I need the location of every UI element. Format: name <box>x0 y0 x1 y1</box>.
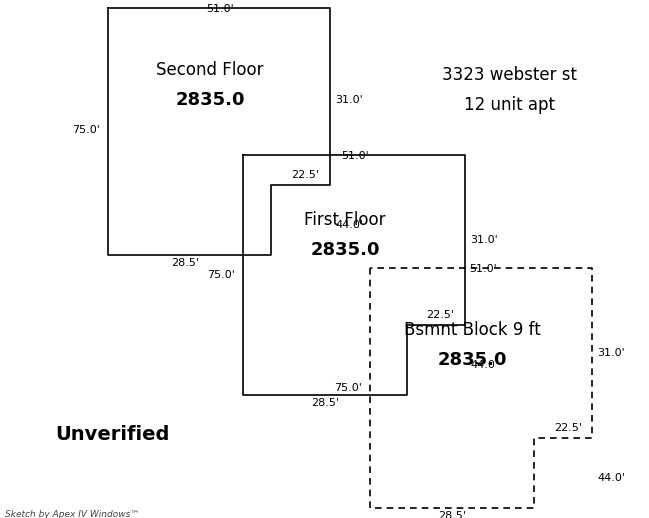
Text: 51.0': 51.0' <box>206 4 234 14</box>
Text: 75.0': 75.0' <box>207 270 235 280</box>
Text: 28.5': 28.5' <box>311 398 339 408</box>
Text: Bsmnt Block 9 ft: Bsmnt Block 9 ft <box>404 321 541 339</box>
Text: 51.0': 51.0' <box>469 264 497 274</box>
Text: 75.0': 75.0' <box>334 383 362 393</box>
Text: First Floor: First Floor <box>304 211 386 229</box>
Text: 2835.0: 2835.0 <box>175 91 245 109</box>
Text: 75.0': 75.0' <box>72 125 100 135</box>
Text: 28.5': 28.5' <box>438 511 466 518</box>
Text: 22.5': 22.5' <box>291 170 319 180</box>
Text: 31.0': 31.0' <box>470 235 498 245</box>
Text: Unverified: Unverified <box>55 425 169 444</box>
Text: 44.0': 44.0' <box>470 360 498 370</box>
Text: 44.0': 44.0' <box>335 220 363 230</box>
Text: 22.5': 22.5' <box>554 423 582 433</box>
Text: Sketch by Apex IV Windows™: Sketch by Apex IV Windows™ <box>5 510 140 518</box>
Text: 22.5': 22.5' <box>426 310 454 320</box>
Text: 44.0': 44.0' <box>597 473 625 483</box>
Text: 28.5': 28.5' <box>171 258 199 268</box>
Text: 3323 webster st
12 unit apt: 3323 webster st 12 unit apt <box>443 66 578 113</box>
Text: 31.0': 31.0' <box>597 348 625 358</box>
Text: 2835.0: 2835.0 <box>310 241 380 259</box>
Text: 31.0': 31.0' <box>335 95 363 105</box>
Text: 2835.0: 2835.0 <box>437 351 507 369</box>
Text: Second Floor: Second Floor <box>156 61 263 79</box>
Text: 51.0': 51.0' <box>341 151 369 161</box>
